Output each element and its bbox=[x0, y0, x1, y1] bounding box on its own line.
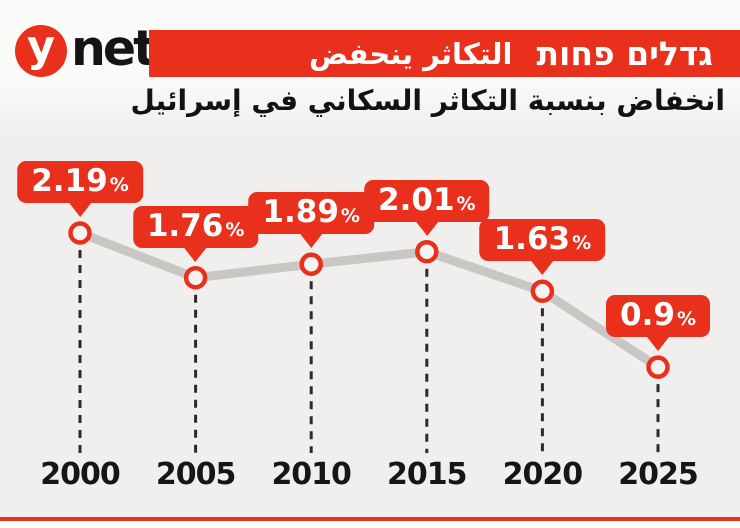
axis-year-label: 2025 bbox=[618, 457, 698, 492]
data-point-marker bbox=[68, 221, 92, 245]
banner-title-hebrew: גדלים פחות bbox=[536, 34, 713, 73]
value-callout: 0.9% bbox=[606, 295, 710, 338]
callout-value: 0.9 bbox=[620, 297, 675, 334]
subtitle: انخفاض بنسبة التكاثر السكاني في إسرائيل bbox=[130, 84, 725, 117]
callout-percent-sign: % bbox=[225, 218, 245, 241]
footer-red-line bbox=[0, 517, 740, 521]
data-point-marker bbox=[415, 239, 439, 264]
axis-year-label: 2005 bbox=[155, 457, 236, 492]
ynet-logo-net: net bbox=[71, 19, 157, 77]
title-banner: גדלים פחות التكاثر ينحفض bbox=[149, 30, 740, 77]
axis-year-label: 2000 bbox=[40, 457, 120, 492]
axis-year-label: 2015 bbox=[387, 457, 467, 492]
callout-percent-sign: % bbox=[572, 232, 592, 255]
callout-value: 1.63 bbox=[493, 221, 571, 258]
data-point-marker bbox=[299, 252, 323, 276]
ynet-logo-y: y bbox=[26, 21, 56, 72]
value-callout: 2.01% bbox=[364, 179, 490, 222]
callout-percent-sign: % bbox=[109, 174, 129, 196]
banner-title-arabic: التكاثر ينحفض bbox=[308, 36, 513, 71]
value-callout: 1.76% bbox=[132, 205, 259, 248]
trend-line bbox=[75, 228, 663, 372]
data-point-marker bbox=[530, 279, 555, 303]
footer-white-strip bbox=[0, 521, 740, 528]
value-callout: 2.19% bbox=[17, 161, 143, 203]
ynet-logo: y net bbox=[15, 19, 157, 80]
data-point-marker bbox=[183, 265, 208, 290]
callout-percent-sign: % bbox=[456, 192, 476, 215]
value-callout: 1.89% bbox=[248, 192, 374, 235]
callout-value: 1.89 bbox=[262, 194, 339, 231]
callout-percent-sign: % bbox=[676, 308, 696, 331]
axis-year-label: 2010 bbox=[271, 457, 351, 492]
callout-value: 2.01 bbox=[378, 181, 455, 218]
data-point-marker bbox=[646, 355, 670, 379]
value-callout: 1.63% bbox=[479, 219, 606, 262]
callout-percent-sign: % bbox=[340, 205, 360, 228]
callout-value: 1.76 bbox=[146, 207, 224, 244]
ynet-logo-circle-icon: y bbox=[15, 25, 67, 77]
callout-value: 2.19 bbox=[31, 163, 108, 199]
axis-year-label: 2020 bbox=[502, 457, 583, 492]
